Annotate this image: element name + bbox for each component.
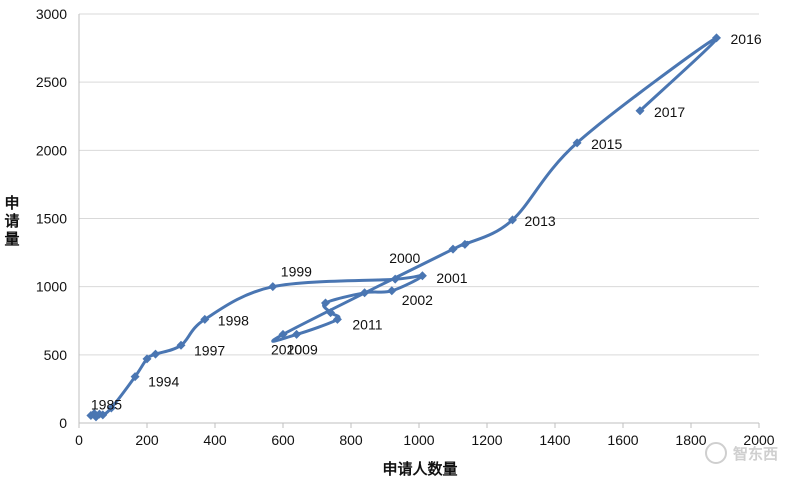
y-tick-label: 3000 [36,6,67,22]
y-axis-title: 申请量 [4,194,19,248]
x-tick-label: 1200 [471,432,502,448]
axes [78,14,760,428]
data-point-marker [448,244,458,254]
x-tick-label: 200 [135,432,159,448]
data-point-marker [268,282,278,292]
data-point-marker [332,314,342,324]
tick-labels: 0 500 1000 1500 2000 2500 3000 0 200 400 600 800 100… [36,6,775,448]
data-point-marker [278,329,288,339]
data-point-marker [130,372,140,382]
data-label: 2011 [352,316,382,332]
data-label: 2013 [525,213,556,229]
data-label: 2017 [654,104,685,120]
y-tick-label: 500 [44,347,68,363]
x-tick-label: 0 [75,432,83,448]
data-point-marker [360,288,370,298]
data-point-marker [460,239,470,249]
data-label: 2002 [402,292,433,308]
data-label: 2010 [271,341,302,357]
data-markers [86,33,721,422]
data-point-marker [200,314,210,324]
x-tick-label: 1800 [675,432,706,448]
y-tick-label: 1500 [36,211,67,227]
data-point-marker [508,215,517,225]
series-line [89,36,719,419]
data-label: 2000 [389,250,420,266]
data-label: 2016 [731,31,762,47]
data-point-marker [387,286,397,296]
data-point-marker [390,274,400,284]
data-point-marker [572,138,582,148]
x-tick-label: 400 [203,432,227,448]
data-point-marker [417,271,427,281]
watermark-logo: 智东西 [705,442,778,464]
x-axis-title: 申请人数量 [382,460,457,478]
data-label: 1994 [148,374,179,390]
y-axis-title-char: 申 [4,194,19,212]
y-tick-label: 1000 [36,279,67,295]
data-point-marker [142,354,152,364]
data-point-marker [635,106,645,116]
x-tick-label: 1600 [607,432,638,448]
data-point-marker [712,33,721,43]
data-label: 1997 [194,342,225,358]
x-tick-label: 2000 [743,432,774,448]
x-tick-label: 600 [271,432,295,448]
data-point-marker [151,349,160,359]
data-label: 1985 [91,397,122,413]
data-label: 1999 [281,264,312,280]
data-point-marker [321,298,330,308]
data-label: 2009 [287,341,318,357]
x-tick-label: 800 [339,432,363,448]
y-tick-label: 2000 [36,142,67,158]
data-point-marker [98,410,108,420]
series-line-group [89,36,719,419]
data-label: 2001 [436,270,467,286]
data-label: 2015 [591,136,622,152]
y-tick-label: 2500 [36,74,67,90]
x-tick-label: 1400 [539,432,570,448]
watermark-text: 智东西 [733,445,778,463]
data-point-marker [106,403,116,413]
x-tick-label: 1000 [403,432,434,448]
data-label: 1998 [218,312,249,328]
data-point-marker [326,308,336,318]
data-point-marker [176,340,186,350]
data-point-marker [292,329,302,339]
y-axis-title-char: 请 [4,212,19,230]
y-tick-label: 0 [59,415,67,431]
y-axis-title-char: 量 [4,230,19,248]
gridlines [79,13,759,356]
